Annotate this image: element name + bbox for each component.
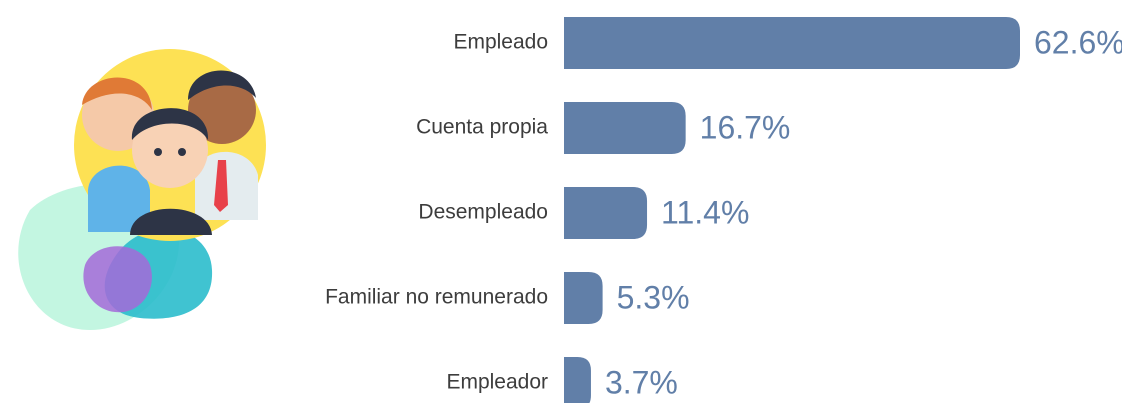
bar [564, 187, 647, 239]
category-label: Cuenta propia [416, 116, 548, 139]
category-label: Empleador [446, 371, 548, 394]
value-label: 5.3% [617, 279, 690, 315]
category-label: Desempleado [418, 201, 548, 224]
illustration [18, 49, 266, 330]
bar [564, 102, 686, 154]
page: Empleado 62.6% Cuenta propia 16.7% Desemplea… [0, 0, 1122, 403]
value-label: 3.7% [605, 364, 678, 400]
category-label: Familiar no remunerado [325, 286, 548, 309]
bar [564, 357, 591, 403]
value-label: 62.6% [1034, 24, 1122, 60]
bar [564, 17, 1020, 69]
bar [564, 272, 603, 324]
value-label: 11.4% [661, 194, 749, 230]
bars: Empleado 62.6% Cuenta propia 16.7% Desemplea… [325, 17, 1122, 403]
chart: Empleado 62.6% Cuenta propia 16.7% Desemplea… [0, 0, 1122, 403]
category-label: Empleado [453, 31, 548, 54]
value-label: 16.7% [700, 109, 791, 145]
